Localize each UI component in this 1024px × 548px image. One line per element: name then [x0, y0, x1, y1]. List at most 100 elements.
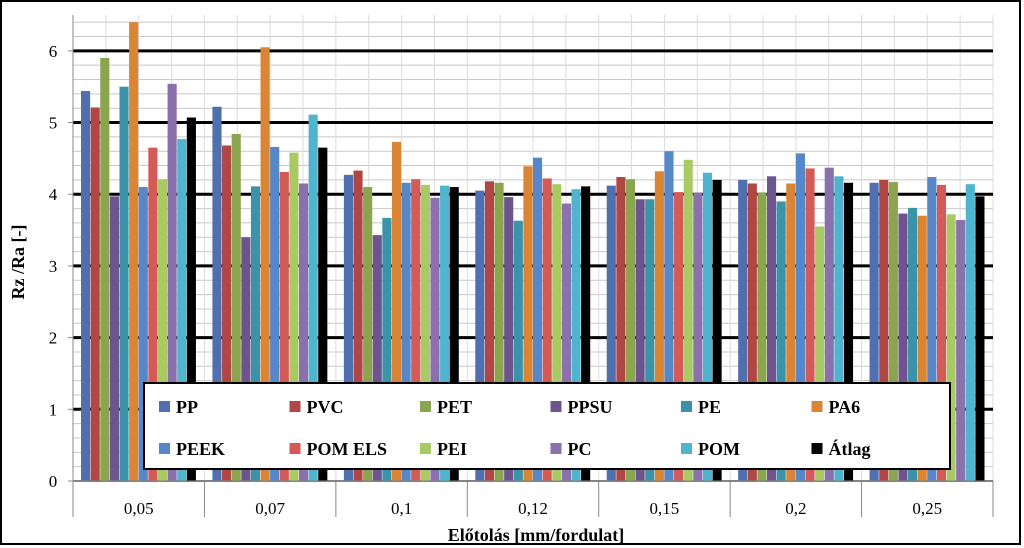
- bar-ppsu-4: [635, 199, 645, 481]
- bar-peek-5: [795, 153, 805, 481]
- legend-label: PET: [437, 397, 472, 417]
- bar-pom-3: [571, 189, 581, 481]
- bar-pp-4: [606, 185, 616, 481]
- y-tick-label: 2: [49, 329, 58, 348]
- bar-pa6-2: [391, 141, 402, 481]
- legend-swatch-átlag: [811, 443, 823, 454]
- bar-átlag-3: [581, 186, 591, 482]
- bar-átlag-0: [186, 117, 196, 482]
- bar-pvc-2: [353, 170, 363, 481]
- bar-pet-5: [757, 192, 767, 481]
- bar-ppsu-6: [898, 213, 908, 481]
- legend-swatch-pa6: [811, 401, 823, 412]
- bar-pom-2: [440, 185, 450, 481]
- legend-label: PC: [568, 439, 592, 459]
- bar-pvc-1: [222, 145, 232, 482]
- legend-label: PEEK: [176, 439, 225, 459]
- x-tick-labels: 0,05 0,07 0,1 0,12 0,15 0,2 0,25: [124, 499, 942, 518]
- bar-pc-2: [430, 197, 440, 482]
- bar-pom-els-1: [279, 172, 289, 481]
- y-tick-label: 1: [49, 400, 58, 419]
- bar-pom-els-4: [674, 192, 684, 481]
- bar-pa6-0: [129, 22, 139, 482]
- legend-swatch-peek: [159, 443, 170, 454]
- bar-pom-els-3: [542, 178, 552, 481]
- bar-pvc-0: [90, 107, 100, 481]
- y-tick-label: 3: [49, 257, 58, 276]
- bar-ppsu-0: [109, 196, 119, 482]
- y-tick-label: 0: [49, 472, 58, 491]
- bar-pom-els-0: [148, 147, 158, 481]
- bar-pom-els-2: [411, 179, 421, 481]
- bar-pc-6: [956, 220, 966, 482]
- bar-pom-1: [308, 114, 318, 481]
- bar-ppsu-5: [767, 176, 777, 482]
- legend-swatch-pp: [159, 401, 170, 412]
- bar-pvc-5: [747, 183, 757, 481]
- bar-pei-3: [552, 184, 562, 481]
- bar-pa6-1: [260, 47, 270, 482]
- y-tick-label: 6: [49, 42, 58, 61]
- x-tick-label: 0,1: [391, 499, 412, 518]
- bar-pc-5: [824, 167, 834, 481]
- bar-pom-els-5: [805, 168, 815, 481]
- bar-pei-6: [946, 214, 956, 481]
- bar-pvc-6: [879, 179, 889, 481]
- y-tick-label: 5: [49, 114, 58, 133]
- bar-pet-1: [231, 134, 241, 482]
- legend-swatch-pom: [681, 443, 692, 454]
- bar-pp-0: [81, 90, 91, 482]
- legend-swatch-pvc: [289, 401, 301, 412]
- y-tick-label: 4: [49, 185, 58, 204]
- legend-label: PVC: [307, 397, 344, 417]
- legend-box: [143, 382, 951, 470]
- bars: [81, 22, 985, 482]
- y-tick-labels: 0 1 2 3 4 5 6: [49, 42, 58, 491]
- bar-ppsu-2: [372, 235, 382, 481]
- x-tick-label: 0,12: [518, 499, 548, 518]
- legend-label: POM: [698, 439, 740, 459]
- bar-peek-6: [927, 177, 937, 482]
- bar-pa6-5: [786, 183, 796, 481]
- legend-swatch-pe: [681, 401, 692, 412]
- bar-pet-2: [363, 187, 373, 482]
- legend-swatch-pei: [420, 443, 431, 454]
- bar-átlag-2: [449, 187, 459, 482]
- bar-pp-6: [869, 182, 879, 481]
- bar-pe-0: [119, 86, 129, 481]
- bar-pe-5: [776, 201, 786, 481]
- legend-label: PEI: [437, 439, 467, 459]
- bar-peek-3: [533, 157, 543, 481]
- bar-pei-5: [815, 226, 825, 481]
- bar-pom-5: [834, 176, 844, 482]
- legend-label: Átlag: [829, 438, 871, 459]
- legend-swatch-pom-els: [289, 443, 301, 454]
- legend-label: PPSU: [568, 397, 613, 417]
- bar-pei-2: [420, 184, 430, 481]
- legend-label: PE: [698, 397, 721, 417]
- bar-peek-0: [138, 187, 148, 482]
- x-tick-label: 0,25: [912, 499, 942, 518]
- bar-átlag-5: [843, 182, 854, 481]
- bar-átlag-1: [318, 147, 328, 481]
- bar-pe-6: [908, 207, 918, 482]
- bar-pp-1: [212, 106, 222, 482]
- bar-pet-4: [625, 179, 636, 481]
- bar-pom-els-6: [936, 184, 947, 481]
- bar-pp-5: [738, 179, 748, 481]
- bar-átlag-4: [712, 179, 722, 481]
- x-axis-title: Előtolás [mm/fordulat]: [448, 525, 624, 545]
- bar-pom-0: [177, 139, 187, 481]
- bar-pei-0: [157, 179, 168, 481]
- bar-ppsu-3: [504, 197, 514, 482]
- bar-peek-4: [664, 151, 674, 481]
- bar-pet-6: [888, 182, 898, 481]
- x-tick-label: 0,07: [255, 499, 285, 518]
- bar-pom-4: [702, 172, 713, 481]
- bar-pa6-4: [654, 171, 664, 481]
- legend-label: POM ELS: [307, 439, 388, 459]
- bar-átlag-6: [975, 196, 985, 482]
- legend-swatch-ppsu: [550, 401, 562, 412]
- bar-pp-2: [343, 174, 353, 481]
- bar-pei-1: [289, 152, 299, 481]
